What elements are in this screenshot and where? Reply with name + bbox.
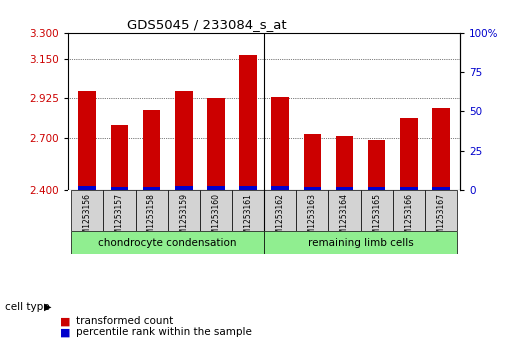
Bar bbox=[425, 190, 457, 231]
Text: GSM1253159: GSM1253159 bbox=[179, 193, 188, 244]
Text: GSM1253164: GSM1253164 bbox=[340, 193, 349, 244]
Text: GSM1253157: GSM1253157 bbox=[115, 193, 124, 244]
Text: GSM1253160: GSM1253160 bbox=[211, 193, 220, 244]
Bar bbox=[239, 54, 257, 190]
Text: transformed count: transformed count bbox=[76, 316, 173, 326]
Bar bbox=[232, 190, 264, 231]
Bar bbox=[110, 125, 128, 190]
Text: chondrocyte condensation: chondrocyte condensation bbox=[98, 238, 237, 248]
Text: GSM1253156: GSM1253156 bbox=[83, 193, 92, 244]
Bar bbox=[393, 190, 425, 231]
Bar bbox=[336, 136, 354, 190]
Bar bbox=[264, 190, 296, 231]
Bar bbox=[71, 231, 264, 254]
Bar bbox=[104, 190, 135, 231]
Bar bbox=[360, 190, 393, 231]
Bar bbox=[135, 190, 168, 231]
Text: cell type: cell type bbox=[5, 302, 50, 312]
Bar bbox=[207, 98, 225, 190]
Bar bbox=[368, 187, 385, 190]
Text: ■: ■ bbox=[60, 327, 71, 337]
Bar bbox=[303, 134, 321, 190]
Bar bbox=[328, 190, 360, 231]
Bar bbox=[207, 187, 225, 190]
Bar bbox=[368, 140, 385, 190]
Text: GSM1253158: GSM1253158 bbox=[147, 193, 156, 244]
Text: GSM1253163: GSM1253163 bbox=[308, 193, 317, 244]
Bar bbox=[71, 190, 104, 231]
Bar bbox=[78, 186, 96, 190]
Text: ▶: ▶ bbox=[44, 302, 52, 312]
Bar bbox=[78, 91, 96, 190]
Text: GSM1253165: GSM1253165 bbox=[372, 193, 381, 244]
Bar bbox=[296, 190, 328, 231]
Bar bbox=[303, 187, 321, 190]
Bar bbox=[110, 187, 128, 190]
Bar bbox=[400, 187, 418, 190]
Bar bbox=[271, 97, 289, 190]
Bar bbox=[264, 231, 457, 254]
Bar bbox=[175, 91, 192, 190]
Text: ■: ■ bbox=[60, 316, 71, 326]
Bar bbox=[432, 108, 450, 190]
Bar bbox=[200, 190, 232, 231]
Bar bbox=[168, 190, 200, 231]
Text: percentile rank within the sample: percentile rank within the sample bbox=[76, 327, 252, 337]
Text: GSM1253161: GSM1253161 bbox=[244, 193, 253, 244]
Bar bbox=[400, 118, 418, 190]
Text: GSM1253162: GSM1253162 bbox=[276, 193, 285, 244]
Text: remaining limb cells: remaining limb cells bbox=[308, 238, 414, 248]
Bar bbox=[271, 187, 289, 190]
Bar bbox=[336, 187, 354, 190]
Text: GDS5045 / 233084_s_at: GDS5045 / 233084_s_at bbox=[127, 19, 287, 32]
Bar bbox=[143, 110, 161, 190]
Bar bbox=[239, 186, 257, 190]
Text: GSM1253167: GSM1253167 bbox=[437, 193, 446, 244]
Text: GSM1253166: GSM1253166 bbox=[404, 193, 413, 244]
Bar bbox=[143, 187, 161, 190]
Bar bbox=[432, 187, 450, 190]
Bar bbox=[175, 186, 192, 190]
